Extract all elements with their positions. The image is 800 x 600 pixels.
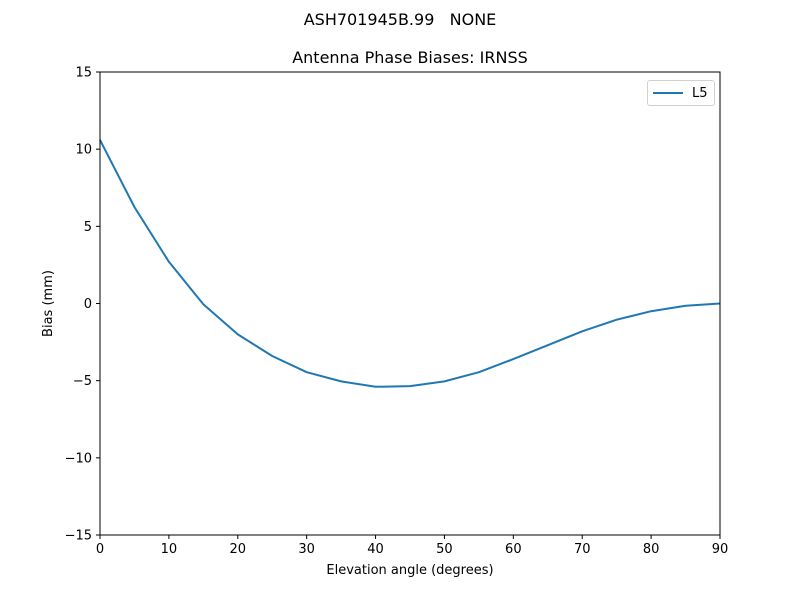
axis-ticks: 0 10 20 30 40 50 60 70 80 90 −15 −10 −5 0 5 10 15 — [65, 66, 729, 558]
x-tick-label: 10 — [161, 542, 178, 557]
x-tick-label: 20 — [230, 542, 247, 557]
y-tick-label: 10 — [75, 143, 92, 158]
y-axis-label: Bias (mm) — [41, 270, 56, 337]
legend-line-icon — [653, 92, 683, 94]
y-tick-label: 15 — [75, 66, 92, 81]
y-tick-label: −15 — [65, 529, 92, 544]
x-tick-label: 40 — [367, 542, 384, 557]
x-tick-label: 0 — [96, 542, 104, 557]
x-tick-label: 80 — [643, 542, 660, 557]
x-tick-label: 30 — [298, 542, 315, 557]
figure-suptitle: ASH701945B.99 NONE — [303, 10, 497, 29]
legend: L5 — [647, 80, 715, 106]
axes-frame — [99, 71, 721, 536]
x-tick-label: 90 — [712, 542, 729, 557]
y-tick-label: −5 — [73, 374, 92, 389]
x-axis-label: Elevation angle (degrees) — [326, 563, 493, 578]
x-tick-label: 50 — [436, 542, 453, 557]
y-tick-label: 5 — [84, 220, 92, 235]
chart-title: Antenna Phase Biases: IRNSS — [292, 48, 528, 67]
legend-label-l5: L5 — [692, 85, 708, 101]
y-tick-label: 0 — [84, 297, 92, 312]
y-tick-label: −10 — [65, 451, 92, 466]
x-tick-label: 60 — [505, 542, 522, 557]
series-line-l5 — [99, 139, 721, 388]
x-tick-label: 70 — [574, 542, 591, 557]
